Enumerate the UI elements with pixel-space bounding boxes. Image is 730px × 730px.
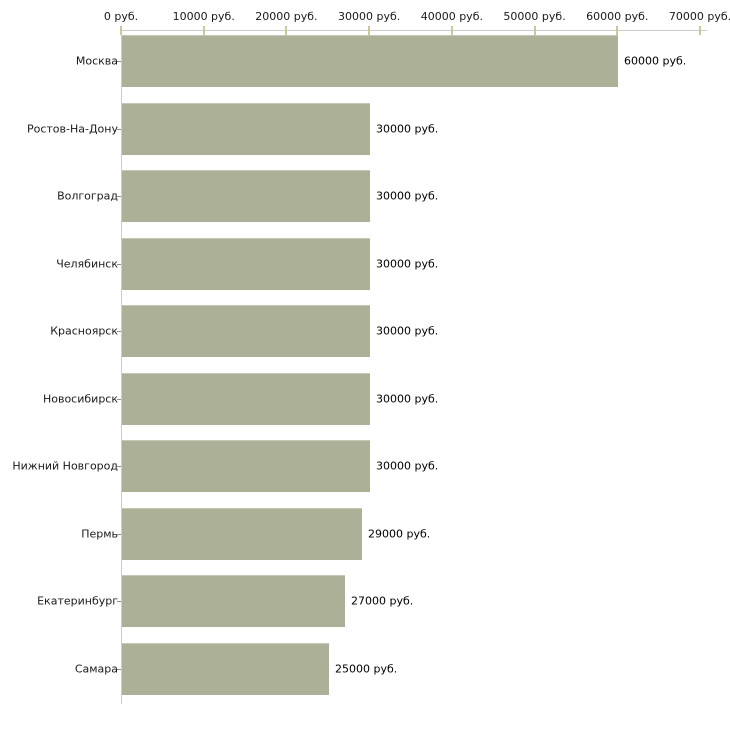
bar	[122, 575, 345, 627]
category-label: Челябинск	[56, 257, 118, 270]
x-axis-tick-label: 60000 руб.	[586, 10, 649, 23]
category-label: Нижний Новгород	[12, 459, 118, 473]
bar	[122, 305, 370, 357]
value-label: 30000 руб.	[376, 392, 439, 405]
bar	[122, 237, 370, 290]
category-label: Новосибирск	[42, 392, 118, 405]
category-tick	[117, 331, 121, 332]
category-label: Пермь	[81, 527, 118, 540]
y-axis-line	[121, 30, 122, 704]
value-label: 29000 руб.	[368, 527, 431, 540]
x-axis-tick-mark	[616, 26, 619, 35]
x-axis-tick-mark	[202, 26, 205, 35]
x-axis-tick-mark	[699, 26, 701, 35]
value-label: 25000 руб.	[335, 662, 398, 675]
x-axis-tick-label: 0 руб.	[103, 10, 139, 23]
bar	[122, 642, 329, 695]
x-axis-tick-label: 50000 руб.	[503, 10, 566, 23]
value-label: 30000 руб.	[376, 189, 439, 203]
category-tick	[117, 466, 121, 467]
category-tick	[117, 533, 121, 535]
category-label: Екатеринбург	[37, 594, 118, 608]
category-tick	[117, 61, 121, 62]
category-label: Москва	[75, 54, 118, 68]
x-axis-line	[121, 30, 707, 31]
value-label: 60000 руб.	[624, 54, 687, 68]
x-axis-tick-label: 70000 руб.	[668, 10, 730, 23]
x-axis-tick-mark	[120, 26, 122, 35]
category-label: Самара	[74, 662, 118, 675]
bar	[122, 170, 370, 222]
bar	[122, 507, 362, 560]
x-axis-tick-label: 10000 руб.	[172, 10, 235, 23]
category-label: Волгоград	[57, 189, 118, 203]
x-axis-tick-label: 20000 руб.	[255, 10, 318, 23]
x-axis-tick-mark	[533, 26, 536, 35]
category-tick	[117, 128, 121, 130]
category-tick	[117, 263, 121, 265]
value-label: 30000 руб.	[376, 122, 439, 135]
bar	[122, 440, 370, 492]
x-axis-tick-mark	[368, 26, 371, 35]
category-tick	[117, 398, 121, 400]
value-label: 30000 руб.	[376, 459, 439, 473]
category-tick	[117, 668, 121, 670]
value-label: 27000 руб.	[351, 594, 414, 608]
x-axis-tick-label: 30000 руб.	[338, 10, 401, 23]
x-axis-tick-label: 40000 руб.	[420, 10, 483, 23]
bar	[122, 372, 370, 425]
bar	[122, 102, 370, 155]
category-tick	[117, 601, 121, 602]
x-axis-tick-mark	[285, 26, 288, 35]
category-tick	[117, 196, 121, 197]
bar	[122, 35, 618, 87]
x-axis-tick-mark	[450, 26, 453, 35]
category-label: Ростов-На-Дону	[26, 122, 118, 135]
category-label: Красноярск	[50, 324, 118, 338]
value-label: 30000 руб.	[376, 324, 439, 338]
value-label: 30000 руб.	[376, 257, 439, 270]
